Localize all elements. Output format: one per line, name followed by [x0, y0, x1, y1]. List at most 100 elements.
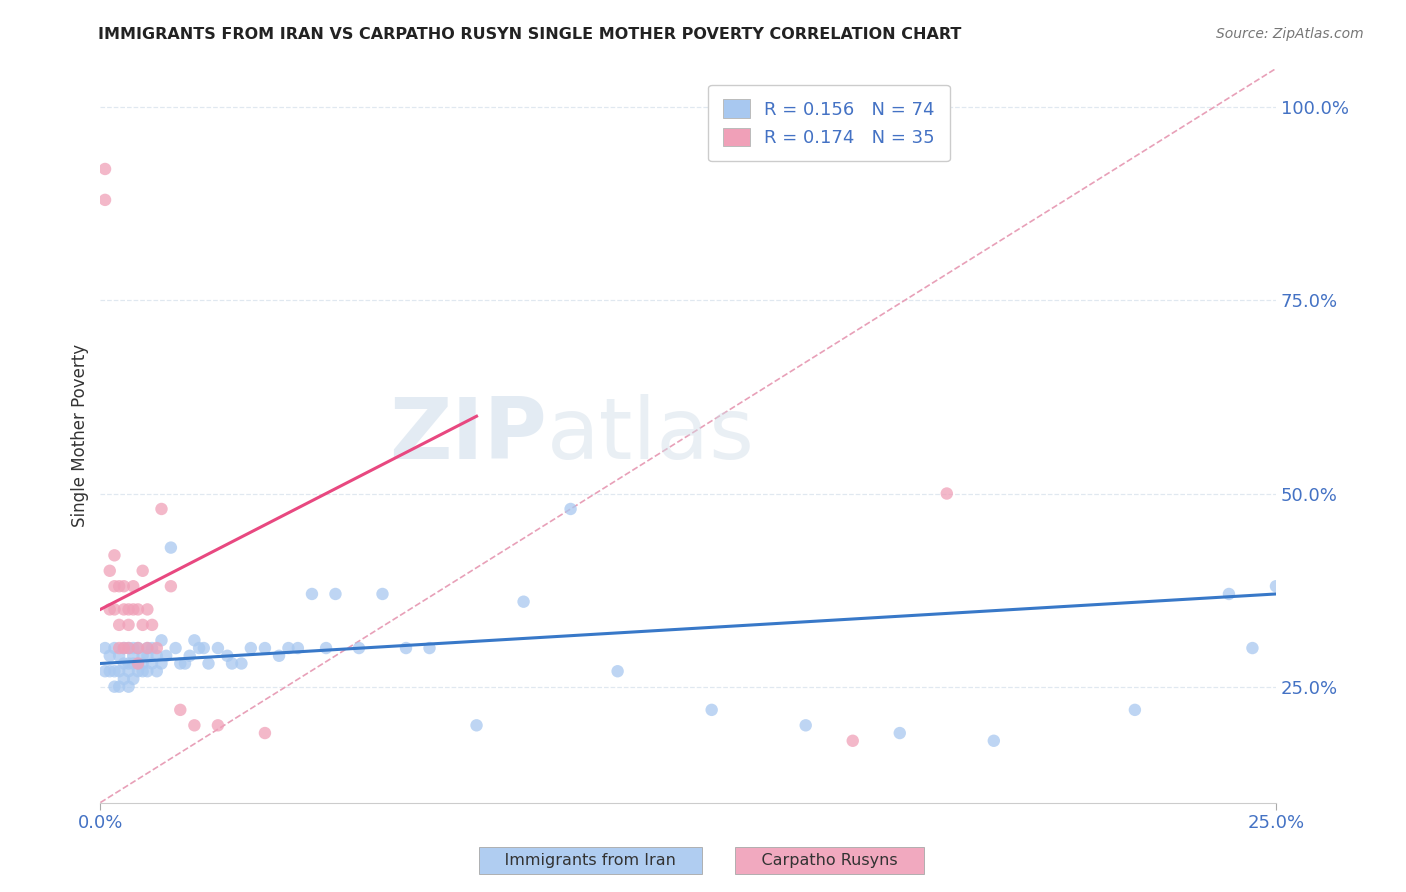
Point	[277, 641, 299, 656]
Point	[1123, 703, 1146, 717]
Point	[103, 579, 125, 593]
Point	[418, 641, 440, 656]
Text: Source: ZipAtlas.com: Source: ZipAtlas.com	[1216, 27, 1364, 41]
Point	[301, 587, 323, 601]
Y-axis label: Single Mother Poverty: Single Mother Poverty	[72, 344, 89, 527]
Text: IMMIGRANTS FROM IRAN VS CARPATHO RUSYN SINGLE MOTHER POVERTY CORRELATION CHART: IMMIGRANTS FROM IRAN VS CARPATHO RUSYN S…	[98, 27, 962, 42]
Point	[183, 718, 205, 732]
Point	[122, 602, 145, 616]
Point	[207, 718, 229, 732]
Point	[1265, 579, 1288, 593]
Point	[131, 618, 153, 632]
Point	[98, 648, 121, 663]
Point	[131, 665, 153, 679]
Point	[183, 633, 205, 648]
Point	[160, 541, 183, 555]
Point	[127, 641, 149, 656]
Point	[127, 641, 149, 656]
Point	[117, 680, 139, 694]
Point	[253, 641, 276, 656]
Point	[98, 602, 121, 616]
Point	[122, 672, 145, 686]
Point	[239, 641, 262, 656]
Point	[253, 726, 276, 740]
Point	[169, 657, 191, 671]
Point	[103, 602, 125, 616]
Point	[889, 726, 911, 740]
Point	[103, 665, 125, 679]
Point	[108, 579, 131, 593]
Point	[287, 641, 309, 656]
Text: ZIP: ZIP	[389, 394, 547, 477]
Point	[371, 587, 394, 601]
Point	[112, 579, 135, 593]
Point	[122, 579, 145, 593]
Point	[117, 602, 139, 616]
Point	[103, 641, 125, 656]
Point	[193, 641, 215, 656]
Point	[122, 641, 145, 656]
Point	[842, 733, 865, 747]
Point	[136, 665, 159, 679]
Point	[935, 486, 957, 500]
Point	[94, 193, 117, 207]
Point	[112, 657, 135, 671]
Point	[103, 680, 125, 694]
Point	[267, 648, 290, 663]
Point	[141, 641, 163, 656]
Point	[141, 618, 163, 632]
Point	[117, 641, 139, 656]
Point	[131, 657, 153, 671]
Point	[146, 648, 169, 663]
Legend: R = 0.156   N = 74, R = 0.174   N = 35: R = 0.156 N = 74, R = 0.174 N = 35	[709, 85, 949, 161]
Point	[136, 641, 159, 656]
Text: atlas: atlas	[547, 394, 755, 477]
Point	[127, 657, 149, 671]
Point	[150, 633, 173, 648]
Point	[127, 665, 149, 679]
Point	[169, 703, 191, 717]
Point	[1241, 641, 1264, 656]
Point	[117, 665, 139, 679]
Point	[108, 648, 131, 663]
Point	[94, 665, 117, 679]
Point	[983, 733, 1005, 747]
Text: Immigrants from Iran: Immigrants from Iran	[484, 853, 697, 868]
Point	[108, 641, 131, 656]
Point	[112, 602, 135, 616]
Point	[117, 641, 139, 656]
Point	[606, 665, 628, 679]
Point	[108, 680, 131, 694]
Point	[221, 657, 243, 671]
Point	[117, 657, 139, 671]
Point	[146, 641, 169, 656]
Point	[155, 648, 177, 663]
Point	[395, 641, 418, 656]
Point	[165, 641, 187, 656]
Point	[325, 587, 347, 601]
Point	[108, 665, 131, 679]
Point	[179, 648, 201, 663]
Point	[141, 657, 163, 671]
Point	[112, 641, 135, 656]
Point	[347, 641, 370, 656]
Point	[1218, 587, 1240, 601]
Point	[207, 641, 229, 656]
Point	[127, 657, 149, 671]
Point	[150, 502, 173, 516]
Point	[94, 641, 117, 656]
Point	[217, 648, 239, 663]
Point	[103, 549, 125, 563]
Point	[94, 161, 117, 176]
Point	[197, 657, 219, 671]
Point	[150, 657, 173, 671]
Point	[512, 595, 534, 609]
Point	[188, 641, 211, 656]
Point	[136, 648, 159, 663]
Point	[136, 641, 159, 656]
Point	[174, 657, 197, 671]
Point	[700, 703, 723, 717]
Point	[117, 618, 139, 632]
Point	[560, 502, 582, 516]
Text: Carpatho Rusyns: Carpatho Rusyns	[741, 853, 918, 868]
